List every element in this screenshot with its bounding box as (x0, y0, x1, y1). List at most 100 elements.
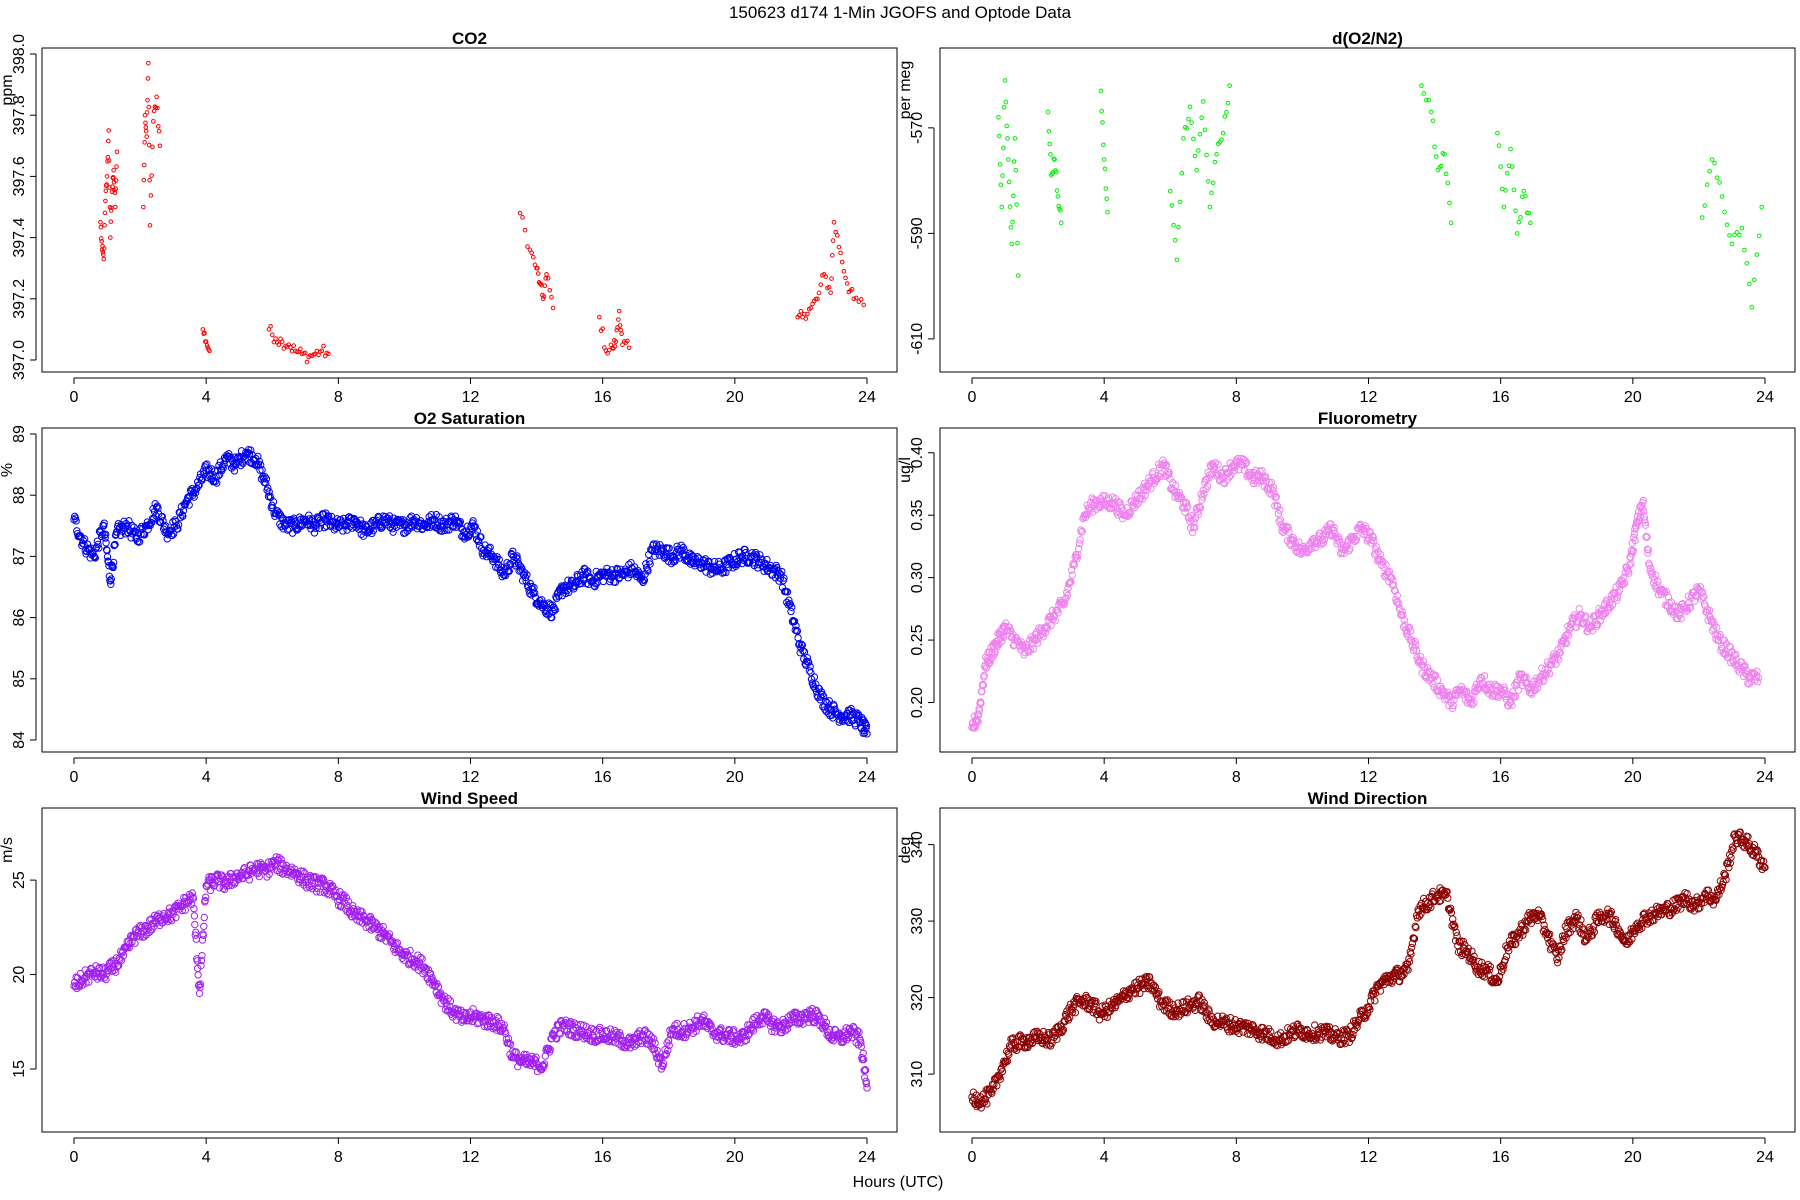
data-point (269, 498, 278, 506)
data-point (144, 134, 149, 139)
data-point (1371, 997, 1379, 1005)
data-point (1521, 188, 1527, 194)
data-point (93, 537, 102, 545)
data-point (1006, 157, 1011, 162)
data-point (1199, 115, 1204, 120)
data-point (154, 504, 162, 512)
data-point (1046, 129, 1052, 134)
data-point (109, 558, 118, 567)
data-point (1310, 1021, 1319, 1029)
data-point (215, 470, 224, 479)
data-point (1514, 231, 1520, 236)
x-tick-label: 4 (1100, 769, 1109, 786)
data-point (1179, 170, 1185, 176)
x-tick-label: 0 (968, 769, 977, 786)
data-point (997, 162, 1003, 167)
data-point (1526, 210, 1532, 216)
data-point (550, 305, 556, 311)
data-point (859, 1049, 867, 1057)
data-point (996, 133, 1002, 139)
data-point (72, 517, 80, 525)
y-axis-label: ppm (0, 74, 16, 105)
data-point (105, 138, 111, 144)
x-tick-label: 8 (1232, 769, 1241, 786)
y-tick-label: 88 (11, 486, 28, 504)
y-tick-label: 25 (11, 871, 28, 889)
data-point (1430, 118, 1436, 124)
y-axis-label: m/s (0, 837, 16, 863)
data-point (1704, 182, 1710, 187)
data-point (517, 210, 523, 216)
data-point (1732, 232, 1737, 238)
data-point (1054, 188, 1060, 193)
x-tick-label: 4 (202, 389, 211, 406)
data-point (1227, 83, 1233, 88)
data-point (200, 327, 206, 332)
data-point (1196, 148, 1201, 153)
data-point (618, 327, 624, 333)
data-point (1204, 152, 1209, 158)
data-point (112, 190, 118, 195)
panel-title: O2 Saturation (414, 409, 525, 428)
data-point (1212, 159, 1218, 165)
data-point (322, 522, 331, 531)
data-point (1210, 180, 1216, 186)
y-tick-label: 89 (11, 425, 28, 443)
plot-frame (939, 807, 1796, 1133)
panel-title: Fluorometry (1318, 409, 1418, 428)
x-tick-label: 8 (334, 1149, 343, 1166)
data-point (1511, 187, 1517, 193)
data-points (968, 454, 1763, 732)
data-points (996, 78, 1764, 310)
data-point (851, 296, 857, 302)
data-point (1498, 164, 1503, 169)
data-point (1421, 91, 1427, 96)
data-point (1207, 204, 1213, 210)
data-point (145, 520, 154, 528)
data-point (1171, 222, 1176, 228)
data-point (151, 119, 156, 124)
data-point (103, 553, 112, 561)
data-point (294, 349, 300, 355)
data-point (110, 184, 115, 190)
data-point (147, 177, 152, 183)
data-point (295, 522, 303, 530)
data-point (264, 484, 272, 492)
data-point (1734, 230, 1740, 235)
data-point (259, 474, 268, 483)
data-point (146, 104, 152, 110)
data-point (535, 271, 541, 276)
data-point (141, 204, 146, 210)
data-point (206, 886, 215, 895)
data-point (266, 492, 274, 500)
x-tick-label: 12 (1360, 389, 1378, 406)
data-point (996, 115, 1001, 120)
x-tick-label: 16 (594, 1149, 612, 1166)
data-point (1058, 220, 1064, 226)
data-point (291, 343, 297, 348)
data-point (150, 144, 155, 150)
y-tick-label: 0.35 (909, 500, 926, 531)
data-point (98, 220, 103, 225)
data-point (849, 286, 855, 292)
data-point (235, 458, 243, 466)
data-point (100, 249, 106, 255)
data-point (1045, 109, 1051, 115)
y-tick-label: 397.2 (11, 279, 28, 319)
data-point (219, 464, 227, 472)
data-point (1719, 194, 1725, 199)
data-point (803, 316, 809, 321)
data-point (190, 493, 198, 501)
data-point (1426, 97, 1432, 103)
data-point (156, 128, 162, 134)
data-point (1055, 194, 1061, 199)
data-point (1225, 100, 1231, 106)
data-point (1742, 247, 1747, 253)
data-point (143, 125, 149, 130)
data-point (834, 233, 840, 238)
y-tick-label: 87 (11, 547, 28, 565)
data-point (113, 186, 119, 191)
